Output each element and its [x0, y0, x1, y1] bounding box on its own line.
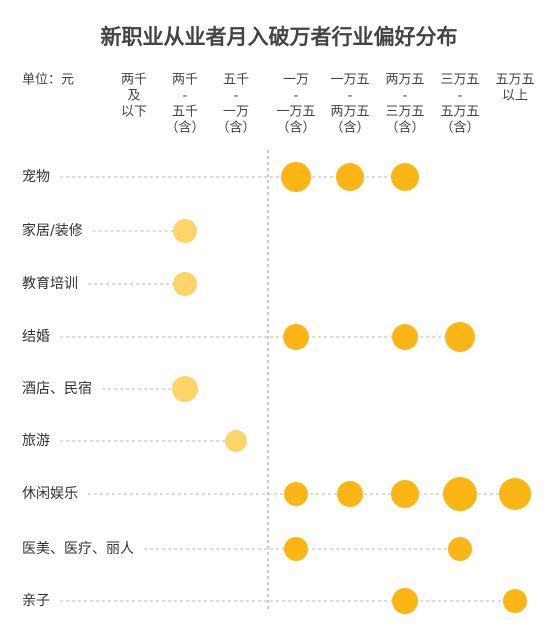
chart-title: 新职业从业者月入破万者行业偏好分布	[101, 25, 458, 49]
bubble	[443, 477, 477, 511]
column-label: 五万五	[440, 105, 479, 120]
bubble	[391, 480, 419, 508]
column-label: 五千	[223, 73, 249, 88]
column-label: 两千	[172, 73, 198, 88]
bubble	[173, 219, 197, 243]
column-label: （含）	[276, 120, 315, 136]
column-label: 以上	[502, 89, 528, 104]
row-label: 旅游	[22, 433, 50, 449]
column-label: 一万	[223, 105, 249, 120]
column-label: 两千	[121, 73, 147, 88]
column-label: 两万五	[330, 105, 369, 120]
row-label: 结婚	[22, 329, 50, 345]
column-label: （含）	[440, 120, 479, 136]
column-label: （含）	[165, 120, 204, 136]
row-label: 酒店、民宿	[22, 380, 92, 397]
column-label: 一万五	[330, 73, 369, 88]
column-label: 一万五	[276, 105, 315, 120]
bubble	[503, 589, 527, 613]
column-label: -	[458, 89, 463, 104]
bubble	[284, 482, 308, 506]
bubble	[448, 537, 472, 561]
column-label: 五万五	[495, 73, 534, 88]
bubble	[391, 163, 419, 191]
column-label: -	[183, 89, 188, 104]
bubble	[337, 481, 363, 507]
bubble	[336, 163, 364, 191]
row-label: 家居/装修	[22, 222, 83, 239]
column-label: 三万五	[385, 105, 424, 120]
column-label: -	[294, 89, 299, 104]
row-label: 亲子	[22, 593, 50, 609]
bubble	[283, 324, 309, 350]
column-label: 一万	[283, 73, 309, 88]
bubble	[281, 162, 311, 192]
bubble	[445, 322, 475, 352]
row-label: 宠物	[22, 169, 50, 185]
column-label: 及	[127, 89, 140, 104]
bubble	[392, 588, 418, 614]
bubble	[284, 537, 308, 561]
unit-label: 单位：元	[22, 73, 74, 88]
row-label: 休闲娱乐	[22, 486, 78, 502]
row-label: 教育培训	[22, 276, 78, 292]
column-label: 三万五	[440, 73, 479, 88]
column-label: （含）	[216, 120, 255, 136]
bubble	[499, 478, 531, 510]
bubble	[392, 324, 418, 350]
column-label: 两万五	[385, 73, 424, 88]
column-label: -	[348, 89, 353, 104]
row-label: 医美、医疗、丽人	[22, 541, 134, 557]
bubble	[172, 376, 198, 402]
column-label: （含）	[330, 120, 369, 136]
column-label: 五千	[172, 105, 198, 120]
column-label: -	[234, 89, 239, 104]
column-label: -	[403, 89, 408, 104]
column-label: 以下	[121, 105, 147, 120]
column-label: （含）	[385, 120, 424, 136]
bubble	[173, 272, 197, 296]
bubble	[225, 430, 247, 452]
